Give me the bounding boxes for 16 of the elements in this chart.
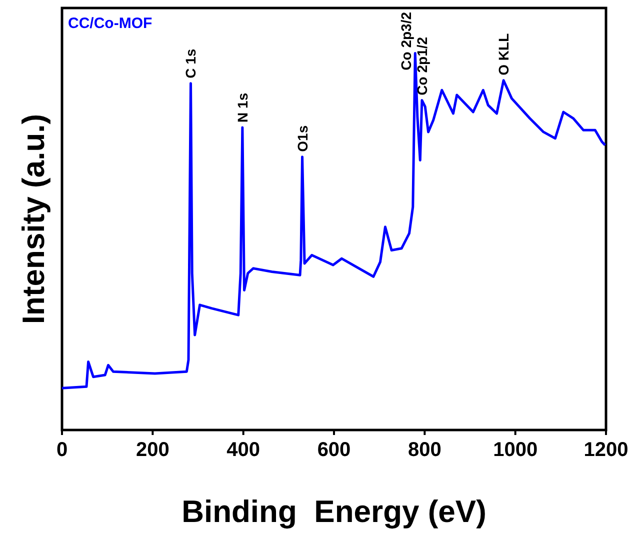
text: CC/Co-MOF — [68, 15, 152, 32]
x-tick-label: 400 — [226, 439, 260, 461]
annotation: O KLL — [496, 32, 512, 76]
annotation: C 1s — [182, 48, 199, 78]
x-tick-label: 1200 — [584, 439, 628, 461]
x-tick-label: 200 — [136, 439, 170, 461]
x-tick-label: 800 — [408, 439, 442, 461]
x-tick-label: 0 — [56, 439, 68, 461]
x-axis-title: Binding Energy (eV) — [182, 494, 486, 529]
annotation: O1s — [294, 125, 310, 152]
y-axis-title: Intensity (a.u.) — [16, 114, 51, 324]
annotation: Co 2p1/2 — [414, 36, 430, 96]
annotation: Co 2p3/2 — [398, 12, 414, 70]
annotation: N 1s — [234, 92, 250, 122]
x-tick-label: 1000 — [493, 439, 538, 461]
x-tick-label: 600 — [317, 439, 351, 461]
